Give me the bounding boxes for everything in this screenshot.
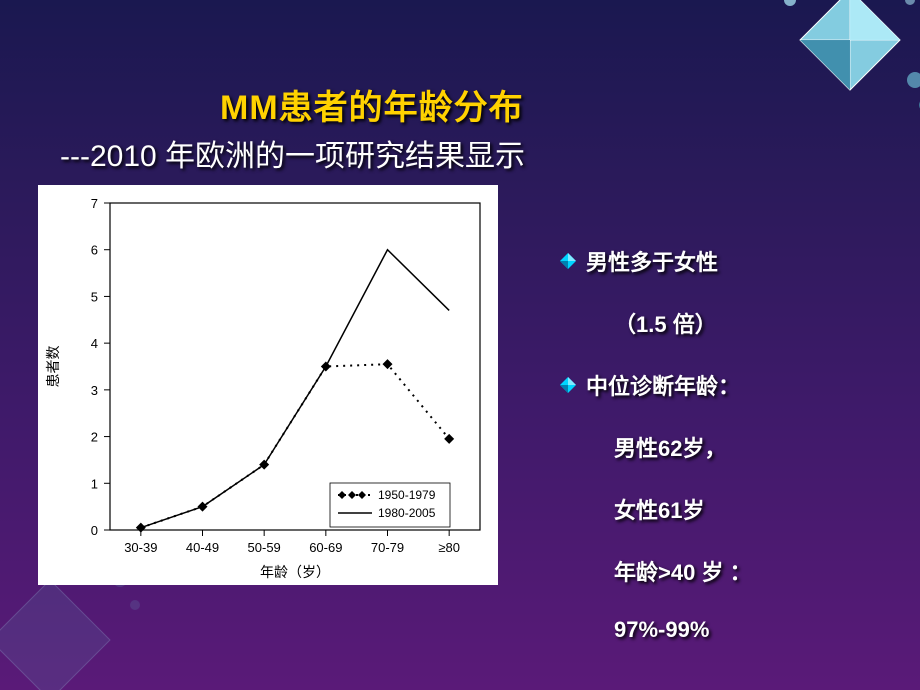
bullet-text: 年龄>40 岁 ： [614, 555, 752, 587]
svg-text:3: 3 [91, 383, 98, 398]
bullet-sub-item: 年龄>40 岁 ： [560, 555, 900, 587]
svg-text:1: 1 [91, 476, 98, 491]
slide-title: MM患者的年龄分布 ---2010 年欧洲的一项研究结果显示 [60, 80, 840, 175]
diamond-bullet-icon [560, 373, 576, 389]
diamond-bullet-icon [560, 249, 576, 265]
bullet-text: 97%-99% [614, 617, 709, 643]
bullet-text: 男性62岁， [614, 431, 726, 463]
svg-text:4: 4 [91, 336, 98, 351]
bullet-text: 中位诊断年龄： [586, 369, 740, 401]
svg-text:≥80: ≥80 [438, 540, 460, 555]
bullet-item: 中位诊断年龄： [560, 369, 900, 401]
svg-text:患者数: 患者数 [45, 346, 61, 388]
svg-text:6: 6 [91, 243, 98, 258]
title-line-2: ---2010 年欧洲的一项研究结果显示 [60, 131, 840, 175]
age-distribution-chart: 0 1 2 3 4 5 6 7 30-39 40-49 50-59 60-69 70-79 ≥80 年龄（岁… [38, 185, 498, 585]
svg-text:40-49: 40-49 [186, 540, 219, 555]
bullet-sub-item: （1.5 倍） [560, 307, 900, 339]
svg-text:50-59: 50-59 [248, 540, 281, 555]
bullet-text: 男性多于女性 [586, 245, 718, 277]
svg-text:1980-2005: 1980-2005 [378, 506, 436, 520]
bullet-text: 女性61岁 [614, 493, 704, 525]
bullet-sub-item: 97%-99% [560, 617, 900, 643]
svg-text:70-79: 70-79 [371, 540, 404, 555]
bullet-text: （1.5 倍） [614, 307, 717, 339]
bullet-item: 男性多于女性 [560, 245, 900, 277]
svg-text:1950-1979: 1950-1979 [378, 488, 436, 502]
svg-text:60-69: 60-69 [309, 540, 342, 555]
title-rest: 患者的年龄分布 [279, 89, 524, 127]
title-prefix: MM [220, 89, 279, 127]
bullet-list: 男性多于女性 （1.5 倍） 中位诊断年龄： 男性62岁， 女性61岁 年龄>4… [560, 245, 900, 673]
svg-text:0: 0 [91, 523, 98, 538]
svg-text:5: 5 [91, 289, 98, 304]
bullet-sub-item: 男性62岁， [560, 431, 900, 463]
svg-text:30-39: 30-39 [124, 540, 157, 555]
svg-text:2: 2 [91, 430, 98, 445]
title-line-1: MM患者的年龄分布 [220, 80, 840, 129]
bullet-sub-item: 女性61岁 [560, 493, 900, 525]
svg-text:年龄（岁）: 年龄（岁） [260, 564, 330, 580]
svg-text:7: 7 [91, 196, 98, 211]
